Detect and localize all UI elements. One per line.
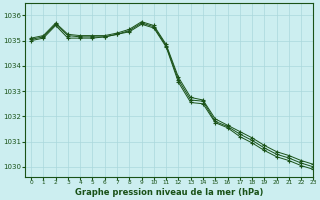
X-axis label: Graphe pression niveau de la mer (hPa): Graphe pression niveau de la mer (hPa) [75,188,263,197]
